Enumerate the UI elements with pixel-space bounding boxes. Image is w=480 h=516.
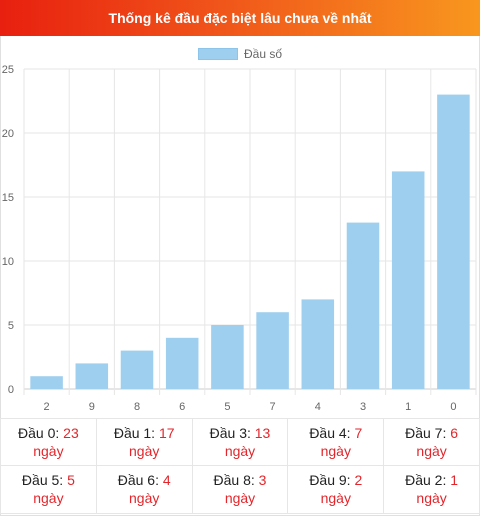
stat-label: Đầu 7: [405,425,447,441]
x-tick-label: 7 [270,401,276,413]
stat-value: 2 [354,472,363,488]
stat-unit: ngày [33,443,64,459]
stat-cell: Đầu 4: 7 ngày [288,419,385,465]
stat-value: 4 [162,472,171,488]
bar [75,363,109,389]
bar [165,337,199,389]
y-tick-label: 10 [2,256,14,268]
chart-header: Thống kê đầu đặc biệt lâu chưa về nhất [0,0,480,36]
stat-unit: ngày [224,443,256,459]
page-title: Thống kê đầu đặc biệt lâu chưa về nhất [108,10,372,26]
bar [346,222,380,389]
x-tick-label: 6 [179,401,185,413]
stat-unit: ngày [129,490,160,506]
stat-value: 23 [63,425,79,441]
y-tick-label: 5 [8,320,14,332]
stat-unit: ngày [129,443,160,459]
x-tick-label: 1 [405,401,411,413]
stat-cell: Đầu 5: 5 ngày [0,466,97,513]
stat-cell: Đầu 2: 1 ngày [384,466,480,513]
stat-cell: Đầu 7: 6 ngày [384,419,480,465]
stat-label: Đầu 9: [309,472,351,488]
y-tick-label: 15 [2,192,14,204]
y-tick-label: 20 [2,128,14,140]
stat-value: 5 [67,472,75,488]
stat-unit: ngày [416,490,447,506]
stat-value: 3 [258,472,267,488]
stats-row: Đầu 0: 23 ngày Đầu 1: 17 ngày Đầu 3: 13 ngà… [0,418,480,466]
x-tick-label: 9 [89,401,95,413]
stat-label: Đầu 3: [209,425,251,441]
x-tick-label: 2 [44,401,50,413]
y-tick-label: 25 [2,64,14,76]
stat-cell: Đầu 1: 17 ngày [97,419,193,465]
x-tick-label: 0 [450,401,456,413]
x-tick-label: 5 [224,401,230,413]
stat-value: 17 [158,425,175,441]
stat-cell: Đầu 9: 2 ngày [288,466,385,513]
stat-label: Đầu 8: [213,472,255,488]
stat-label: Đầu 2: [405,472,447,488]
legend-swatch [197,48,238,60]
stats-row: Đầu 5: 5 ngày Đầu 6: 4 ngày Đầu 8: 3 ngày Đ… [0,466,480,514]
stat-label: Đầu 0: [18,425,60,441]
stat-label: Đầu 6: [117,472,159,488]
stat-value: 13 [254,425,271,441]
stat-value: 1 [450,472,459,488]
bar [256,312,289,389]
stat-unit: ngày [320,490,351,506]
stat-label: Đầu 4: [309,425,351,441]
y-tick-label: 0 [8,384,14,396]
bar [301,299,335,389]
stat-cell: Đầu 8: 3 ngày [193,466,289,513]
x-tick-label: 8 [134,401,140,413]
x-tick-label: 3 [360,401,366,413]
stat-unit: ngày [33,490,64,506]
chart-legend[interactable]: Đầu số [0,46,480,62]
stat-unit: ngày [224,490,256,506]
stat-unit: ngày [320,443,351,459]
stat-label: Đầu 5: [21,472,64,488]
x-tick-label: 4 [315,401,321,413]
bar [120,350,154,389]
stat-value: 6 [450,425,459,441]
bar [437,94,470,389]
bar [211,325,244,389]
bar [391,171,425,389]
stats-table: Đầu 0: 23 ngày Đầu 1: 17 ngày Đầu 3: 13 ngà… [0,418,480,516]
stat-cell: Đầu 6: 4 ngày [97,466,193,513]
legend-label: Đầu số [243,47,283,61]
stat-cell: Đầu 0: 23 ngày [0,419,97,465]
stat-unit: ngày [416,443,447,459]
stat-value: 7 [354,425,363,441]
stat-label: Đầu 1: [113,425,156,441]
stat-cell: Đầu 3: 13 ngày [193,419,289,465]
bar [30,376,63,389]
